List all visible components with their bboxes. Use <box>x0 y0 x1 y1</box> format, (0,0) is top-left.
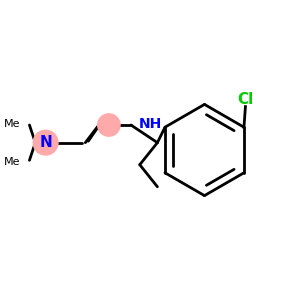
Circle shape <box>98 114 120 136</box>
Circle shape <box>33 130 58 155</box>
Text: NH: NH <box>138 117 161 131</box>
Text: N: N <box>39 135 52 150</box>
Text: Me: Me <box>4 157 21 167</box>
Text: Me: Me <box>4 118 21 128</box>
Text: Cl: Cl <box>237 92 254 107</box>
